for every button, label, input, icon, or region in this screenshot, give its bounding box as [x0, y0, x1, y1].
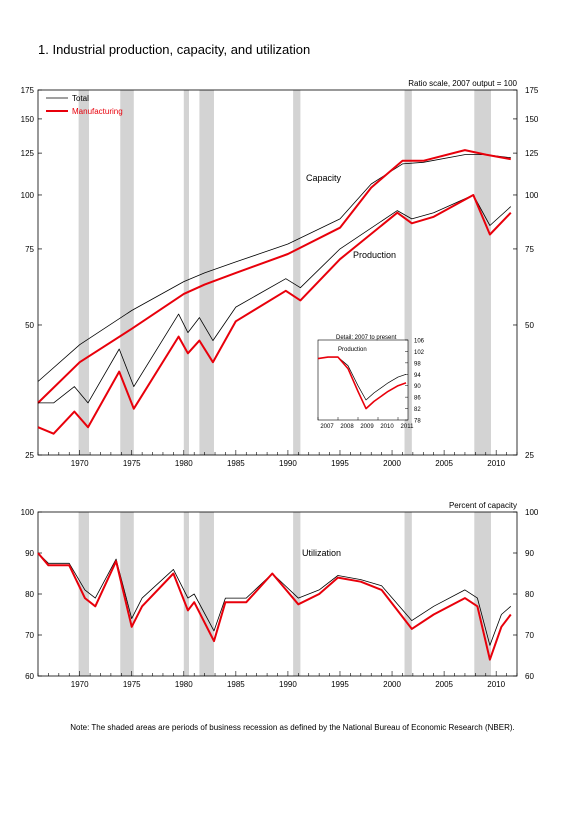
top-ytick-label-left: 125	[21, 149, 35, 158]
top-series-capacity-total	[37, 154, 511, 382]
top-xtick-label: 1970	[71, 459, 89, 468]
page-title: 1. Industrial production, capacity, and …	[38, 42, 311, 57]
top-ytick-label-right: 25	[525, 451, 534, 460]
legend-label-manufacturing: Manufacturing	[72, 107, 123, 116]
top-ytick-label-right: 75	[525, 245, 534, 254]
bottom-ytick-label-left: 80	[25, 590, 34, 599]
inset-ytick-label: 102	[414, 350, 425, 356]
inset-xtick-label: 2008	[340, 424, 354, 430]
bottom-recession-band	[293, 512, 301, 676]
bottom-xtick-label: 1985	[227, 680, 245, 689]
top-recession-band	[474, 90, 491, 455]
top-series-capacity-manufacturing	[37, 149, 511, 404]
top-xtick-label: 2005	[435, 459, 453, 468]
bottom-recession-band	[199, 512, 214, 676]
inset-subtitle: Production	[338, 347, 367, 353]
bottom-xtick-label: 2010	[487, 680, 505, 689]
bottom-ytick-label-right: 100	[525, 508, 539, 517]
top-recession-band	[120, 90, 134, 455]
top-xtick-label: 1980	[175, 459, 193, 468]
top-recession-band	[293, 90, 301, 455]
inset-ytick-label: 94	[414, 373, 421, 379]
bottom-ytick-label-left: 100	[21, 508, 35, 517]
top-ytick-label-right: 100	[525, 191, 539, 200]
top-xtick-label: 1985	[227, 459, 245, 468]
bottom-xtick-label: 2000	[383, 680, 401, 689]
inset-ytick-label: 78	[414, 419, 421, 425]
top-ytick-label-left: 50	[25, 321, 34, 330]
inset-xtick-label: 2009	[360, 424, 374, 430]
bottom-recession-band	[120, 512, 134, 676]
annotation-capacity: Capacity	[306, 173, 342, 183]
bottom-xtick-label: 1990	[279, 680, 297, 689]
bottom-xtick-label: 1975	[123, 680, 141, 689]
top-ytick-label-right: 125	[525, 149, 539, 158]
top-ytick-label-left: 100	[21, 191, 35, 200]
bottom-ytick-label-right: 60	[525, 672, 534, 681]
top-xtick-label: 2000	[383, 459, 401, 468]
inset-xtick-label: 2007	[320, 424, 334, 430]
top-scale-note: Ratio scale, 2007 output = 100	[408, 79, 517, 88]
top-series-production-total	[38, 194, 512, 404]
bottom-xtick-label: 1995	[331, 680, 349, 689]
bottom-ytick-label-left: 90	[25, 549, 34, 558]
top-series-production-manufacturing	[37, 194, 512, 435]
top-xtick-label: 1975	[123, 459, 141, 468]
top-ytick-label-left: 150	[21, 115, 35, 124]
top-ytick-label-right: 50	[525, 321, 534, 330]
bottom-ytick-label-right: 80	[525, 590, 534, 599]
legend-label-total: Total	[72, 94, 89, 103]
top-xtick-label: 1990	[279, 459, 297, 468]
bottom-ytick-label-left: 60	[25, 672, 34, 681]
footnote: Note: The shaded areas are periods of bu…	[70, 723, 515, 732]
bottom-series-utilization-manufacturing	[37, 552, 512, 661]
inset-frame	[317, 339, 409, 421]
top-ytick-label-right: 150	[525, 115, 539, 124]
inset-ytick-label: 86	[414, 396, 421, 402]
inset-ytick-label: 82	[414, 407, 421, 413]
top-ytick-label-left: 75	[25, 245, 34, 254]
inset-ytick-label: 90	[414, 384, 421, 390]
utilization-label: Utilization	[302, 548, 341, 558]
top-ytick-label-left: 175	[21, 86, 35, 95]
annotation-production: Production	[353, 250, 396, 260]
top-recession-band	[78, 90, 90, 455]
bottom-xtick-label: 1970	[71, 680, 89, 689]
bottom-scale-note: Percent of capacity	[449, 501, 517, 510]
top-frame	[37, 89, 518, 456]
bottom-ytick-label-right: 90	[525, 549, 534, 558]
top-ytick-label-right: 175	[525, 86, 539, 95]
inset-xtick-label: 2010	[380, 424, 394, 430]
bottom-frame	[37, 511, 518, 677]
inset-title: Detail: 2007 to present	[336, 335, 397, 341]
inset-xtick-label: 2011	[401, 424, 415, 430]
top-recession-band	[183, 90, 189, 455]
top-xtick-label: 1995	[331, 459, 349, 468]
inset-ytick-label: 98	[414, 361, 421, 367]
top-recession-band	[404, 90, 412, 455]
bottom-xtick-label: 1980	[175, 680, 193, 689]
bottom-ytick-label-left: 70	[25, 631, 34, 640]
inset-ytick-label: 106	[414, 339, 425, 345]
bottom-xtick-label: 2005	[435, 680, 453, 689]
top-ytick-label-left: 25	[25, 451, 34, 460]
bottom-ytick-label-right: 70	[525, 631, 534, 640]
bottom-series-utilization-total	[37, 552, 512, 646]
bottom-recession-band	[404, 512, 412, 676]
inset-series-manufacturing	[317, 356, 407, 410]
bottom-recession-band	[183, 512, 189, 676]
top-xtick-label: 2010	[487, 459, 505, 468]
